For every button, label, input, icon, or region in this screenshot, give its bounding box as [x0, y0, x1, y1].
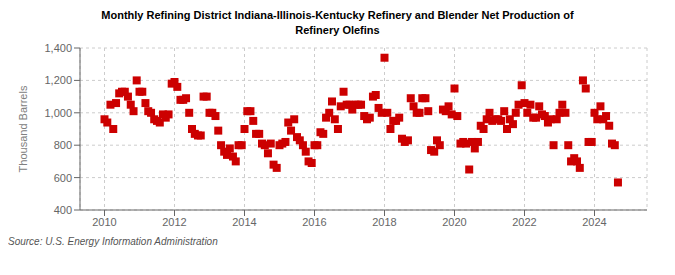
svg-text:1,000: 1,000 — [44, 107, 72, 119]
svg-text:2010: 2010 — [92, 216, 116, 228]
svg-text:600: 600 — [54, 172, 72, 184]
svg-text:2012: 2012 — [162, 216, 186, 228]
svg-text:2022: 2022 — [512, 216, 536, 228]
svg-text:2018: 2018 — [372, 216, 396, 228]
svg-text:2024: 2024 — [582, 216, 606, 228]
svg-text:2016: 2016 — [302, 216, 326, 228]
svg-text:1,200: 1,200 — [44, 74, 72, 86]
svg-text:2014: 2014 — [232, 216, 256, 228]
svg-text:400: 400 — [54, 204, 72, 216]
svg-text:800: 800 — [54, 139, 72, 151]
html-text:Refinery Olefins: Refinery Olefins — [295, 24, 380, 36]
html-text:Source: U.S. Energy Informatio: Source: U.S. Energy Information Administ… — [8, 236, 218, 247]
svg-text:1,400: 1,400 — [44, 42, 72, 54]
svg-text:Thousand Barrels: Thousand Barrels — [17, 85, 29, 172]
html-text:Monthly Refining District Indi: Monthly Refining District Indiana-Illino… — [101, 9, 574, 21]
svg-text:2020: 2020 — [442, 216, 466, 228]
